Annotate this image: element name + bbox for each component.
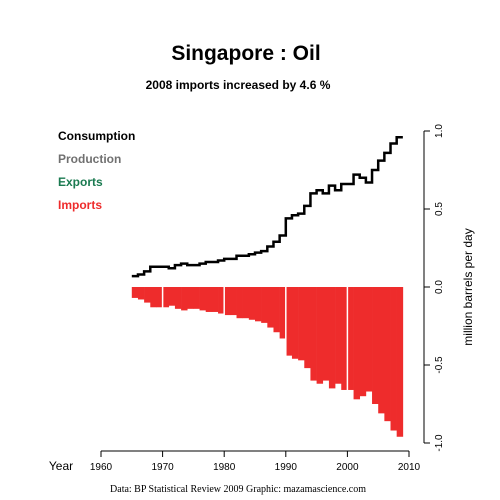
imports-bar-1985 (255, 287, 262, 322)
legend-item-exports: Exports (58, 175, 103, 189)
imports-bar-1997 (328, 287, 336, 389)
legend-item-consumption: Consumption (58, 129, 135, 143)
imports-bar-1983 (242, 287, 250, 319)
imports-bar-1987 (267, 287, 274, 328)
imports-bar-1968 (150, 287, 157, 308)
imports-bar-1973 (181, 287, 188, 311)
imports-bar-1998 (335, 287, 342, 384)
imports-bar-1989 (279, 287, 287, 339)
imports-bar-1990 (285, 287, 293, 356)
chart-subtitle: 2008 imports increased by 4.6 % (146, 78, 331, 92)
chart-title: Singapore : Oil (171, 42, 320, 65)
imports-bar-1967 (144, 287, 151, 303)
y-tick-label-3: -0.5 (434, 356, 445, 374)
imports-bar-1981 (230, 287, 237, 316)
imports-bar-1988 (273, 287, 280, 333)
imports-bar-1991 (291, 287, 299, 359)
x-tick-label-1980: 1980 (213, 462, 236, 473)
decade-separators (161, 287, 349, 443)
x-axis: 1960 1970 1980 1990 2000 2010 (90, 450, 421, 473)
imports-bar-2001 (353, 287, 361, 400)
consumption-step-line (131, 135, 403, 278)
imports-bar-2003 (365, 287, 373, 392)
imports-bar-1978 (211, 287, 219, 312)
legend-item-production: Production (58, 152, 121, 166)
imports-bar-1979 (218, 287, 225, 314)
imports-bar-1977 (205, 287, 213, 312)
imports-bar-1974 (187, 287, 194, 309)
legend: Consumption Production Exports Imports (58, 129, 135, 212)
imports-bar-1994 (310, 287, 317, 381)
y-axis: 1.0 0.5 0.0 -0.5 -1.0 (423, 124, 445, 452)
imports-bar-2006 (384, 287, 391, 422)
x-tick-label-1990: 1990 (275, 462, 298, 473)
imports-bar-1965 (131, 287, 139, 298)
imports-bars (131, 287, 404, 437)
imports-bar-1975 (193, 287, 200, 309)
imports-bar-1999 (341, 287, 348, 390)
imports-bar-1992 (298, 287, 305, 361)
imports-bar-2008 (396, 287, 404, 437)
x-tick-label-2000: 2000 (336, 462, 359, 473)
imports-bar-2004 (372, 287, 379, 404)
x-axis-label: Year (49, 459, 73, 473)
y-tick-label-2: 0.0 (434, 280, 445, 294)
imports-bar-1984 (248, 287, 256, 320)
imports-bar-1966 (137, 287, 145, 300)
imports-bar-1972 (174, 287, 182, 309)
imports-bar-1986 (261, 287, 268, 323)
imports-bar-1980 (224, 287, 231, 316)
x-tick-label-2010: 2010 (398, 462, 421, 473)
imports-bar-2002 (359, 287, 367, 397)
imports-bar-2005 (378, 287, 385, 414)
x-tick-label-1960: 1960 (90, 462, 113, 473)
imports-bar-1971 (168, 287, 176, 306)
imports-bar-1982 (236, 287, 243, 319)
source-caption: Data: BP Statistical Review 2009 Graphic… (110, 484, 366, 495)
imports-bar-2000 (347, 287, 354, 390)
imports-bar-1970 (162, 287, 170, 308)
legend-item-imports: Imports (58, 198, 102, 212)
imports-bar-1995 (316, 287, 324, 384)
imports-bar-1969 (156, 287, 163, 308)
imports-bar-1996 (322, 287, 330, 381)
y-axis-label: million barrels per day (461, 228, 475, 345)
y-tick-label-1: 0.5 (434, 202, 445, 216)
imports-bar-1976 (199, 287, 207, 311)
imports-bar-2007 (390, 287, 397, 431)
y-tick-label-4: -1.0 (434, 434, 445, 452)
y-tick-label-0: 1.0 (434, 124, 445, 138)
x-tick-label-1970: 1970 (151, 462, 174, 473)
imports-bar-1993 (304, 287, 311, 369)
